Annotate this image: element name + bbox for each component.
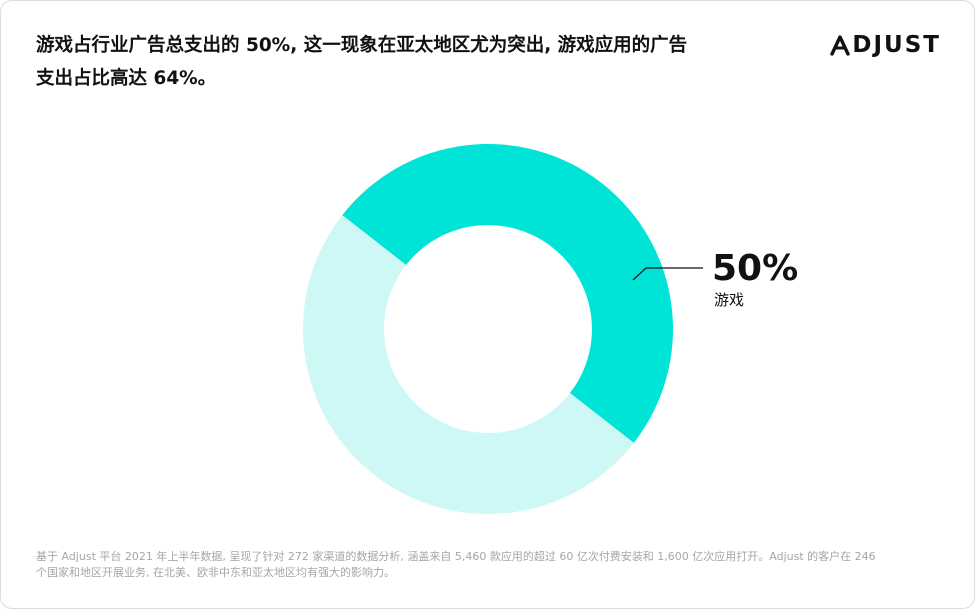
adjust-logo: DJUST (830, 32, 941, 58)
footnote: 基于 Adjust 平台 2021 年上半年数据, 呈现了针对 272 家渠道的… (36, 550, 876, 579)
chart-title: 游戏占行业广告总支出的 50%, 这一现象在亚太地区尤为突出, 游戏应用的广告 … (36, 35, 688, 89)
donut-slices (303, 144, 674, 514)
data-label-leader-tick (632, 267, 647, 281)
adjust-logo-text: DJUST (852, 32, 941, 58)
data-label-value: 50% (712, 248, 798, 289)
donut-slice-other (303, 215, 634, 514)
adjust-a-mark-icon (830, 35, 851, 56)
donut-slice-games (342, 144, 674, 443)
data-label-category: 游戏 (714, 291, 744, 309)
